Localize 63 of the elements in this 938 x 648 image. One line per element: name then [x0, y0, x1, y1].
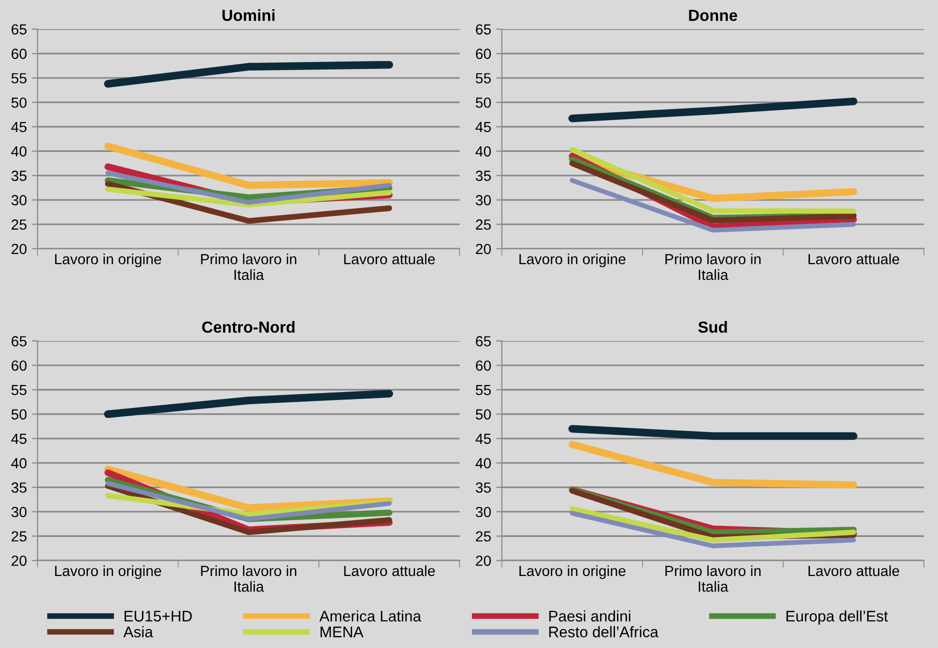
y-tick-label: 50 [11, 409, 27, 420]
y-tick-label: 30 [476, 506, 491, 518]
y-tick-label: 25 [476, 531, 491, 542]
y-tick-label: 60 [476, 360, 491, 371]
legend-label: Paesi andini [549, 610, 630, 622]
x-tick-label: Lavoro attuale [808, 565, 900, 576]
y-tick-label: 60 [12, 48, 27, 59]
y-tick-label: 20 [12, 556, 27, 566]
legend-label: Europa dell’Est [786, 610, 888, 625]
y-tick-label: 45 [11, 122, 26, 132]
y-tick-label: 20 [476, 244, 491, 254]
y-tick-label: 65 [476, 24, 491, 35]
legend-label: MENA [320, 626, 364, 638]
y-tick-label: 50 [476, 97, 491, 108]
chart-title: Donne [689, 10, 738, 21]
y-tick-label: 25 [12, 531, 26, 542]
y-tick-label: 65 [476, 336, 491, 346]
y-tick-label: 25 [476, 219, 491, 230]
y-tick-label: 60 [476, 48, 491, 59]
y-tick-label: 30 [11, 506, 27, 518]
y-tick-label: 40 [11, 146, 27, 157]
y-tick-label: 20 [12, 244, 27, 254]
y-tick-label: 25 [12, 219, 26, 230]
x-tick-label: Lavoro in origine [519, 565, 626, 579]
y-tick-label: 65 [12, 24, 26, 35]
legend-label: Asia [123, 626, 154, 638]
x-tick-label: Primo lavoro in Italia [201, 254, 296, 280]
y-tick-label: 30 [476, 195, 491, 206]
x-tick-label: Primo lavoro in Italia [201, 565, 296, 592]
x-tick-label: Lavoro in origine [55, 565, 162, 579]
y-tick-label: 35 [476, 482, 491, 493]
chart-title: Sud [698, 321, 727, 333]
chart-title: Uomini [222, 9, 274, 21]
y-tick-label: 60 [12, 360, 27, 371]
y-tick-label: 20 [476, 556, 491, 566]
y-tick-label: 30 [11, 195, 27, 206]
y-tick-label: 45 [11, 434, 26, 444]
y-tick-label: 50 [476, 409, 491, 420]
x-tick-label: Lavoro in origine [519, 254, 626, 268]
x-tick-label: Lavoro attuale [344, 254, 435, 264]
x-tick-label: Lavoro attuale [808, 254, 900, 264]
y-tick-label: 45 [476, 122, 491, 132]
x-tick-label: Primo lavoro in Italia [665, 565, 761, 592]
chart-title: Centro-Nord [202, 321, 295, 333]
y-tick-label: 35 [11, 482, 26, 493]
y-tick-label: 50 [11, 97, 27, 108]
x-tick-label: Lavoro attuale [344, 565, 435, 576]
legend-label: EU15+HD [124, 610, 192, 622]
x-tick-label: Lavoro in origine [55, 254, 162, 268]
legend-label: America Latina [319, 610, 422, 622]
y-tick-label: 40 [476, 458, 491, 468]
y-tick-label: 40 [476, 146, 491, 157]
x-tick-label: Primo lavoro in Italia [665, 254, 761, 280]
y-tick-label: 55 [476, 73, 491, 84]
y-tick-label: 55 [476, 384, 491, 396]
y-tick-label: 55 [11, 73, 26, 84]
y-tick-label: 65 [12, 336, 26, 346]
y-tick-label: 35 [11, 170, 26, 181]
legend-label: Resto dell’Africa [549, 626, 658, 638]
y-tick-label: 40 [11, 458, 27, 468]
y-tick-label: 55 [11, 384, 26, 396]
y-tick-label: 35 [476, 170, 491, 181]
y-tick-label: 45 [476, 434, 491, 444]
